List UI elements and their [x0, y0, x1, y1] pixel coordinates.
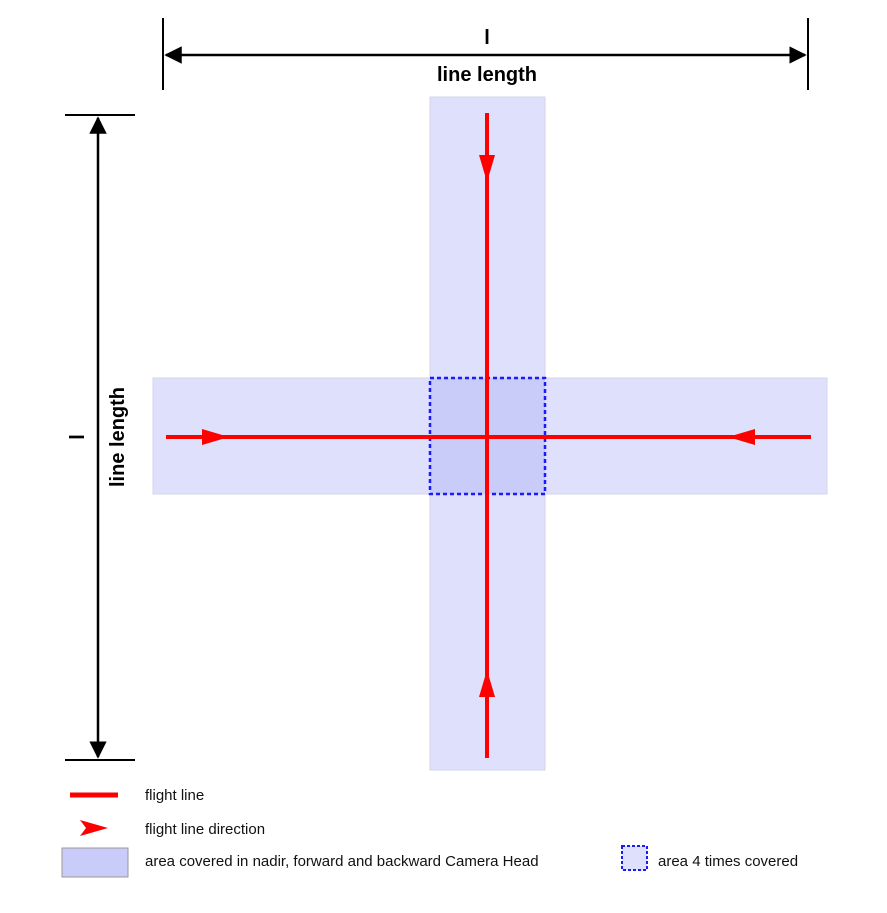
direction-arrow-right-icon: [202, 429, 229, 445]
legend-overlap-label: area 4 times covered: [658, 853, 798, 870]
direction-arrow-left-icon: [728, 429, 755, 445]
legend-direction-arrow-icon: [80, 820, 108, 836]
top-dimension: l line length: [162, 18, 809, 90]
left-dimension: l line length: [65, 114, 135, 761]
top-dimension-symbol: l: [484, 27, 490, 49]
direction-arrow-up-icon: [479, 670, 495, 697]
direction-arrow-down-icon: [479, 155, 495, 182]
legend-overlap-swatch: [621, 845, 648, 871]
top-dimension-label: line length: [437, 64, 537, 86]
left-dimension-label: line length: [107, 387, 129, 487]
legend: flight line flight line direction area c…: [61, 787, 798, 878]
legend-coverage-label: area covered in nadir, forward and backw…: [145, 853, 539, 870]
legend-coverage-swatch: [61, 847, 129, 878]
legend-direction-label: flight line direction: [145, 821, 265, 838]
left-dimension-symbol: l: [67, 434, 89, 440]
legend-flight-line-label: flight line: [145, 787, 204, 804]
